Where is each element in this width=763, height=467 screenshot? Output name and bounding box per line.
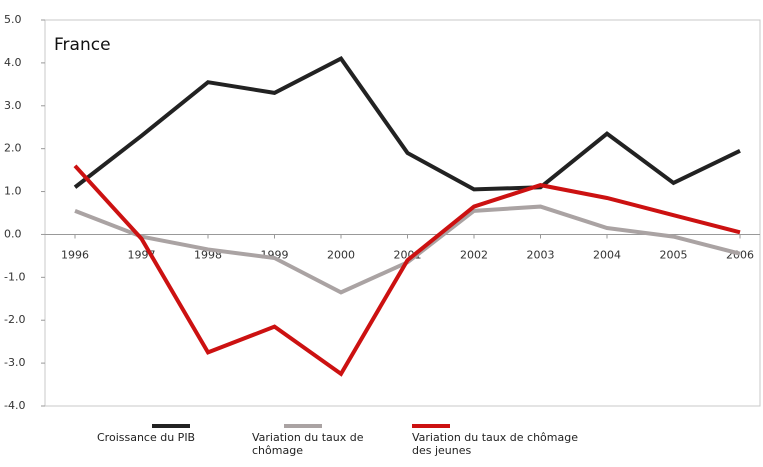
series-line [73, 164, 741, 377]
plot-frame [44, 19, 761, 407]
x-tick-label: 2002 [460, 248, 488, 261]
x-tick-label: 1996 [61, 248, 89, 261]
legend-item: Variation du taux de chômage des jeunes [412, 424, 592, 457]
legend-swatch [152, 424, 190, 428]
x-tick-label: 2003 [527, 248, 555, 261]
x-tick-label: 2004 [593, 248, 621, 261]
legend-item: Croissance du PIB [97, 424, 227, 444]
y-tick-label: 5.0 [4, 13, 22, 26]
y-tick-label: 2.0 [4, 142, 22, 155]
y-tick-label: 0.0 [4, 227, 22, 240]
y-tick-label: 1.0 [4, 185, 22, 198]
chart-title: France [54, 35, 111, 55]
legend-swatch [284, 424, 322, 428]
y-tick-label: -1.0 [4, 270, 25, 283]
legend-item: Variation du taux de chômage [252, 424, 372, 457]
legend-label: Variation du taux de chômage des jeunes [412, 431, 578, 457]
y-tick-label: 4.0 [4, 56, 22, 69]
x-tick-label: 2005 [660, 248, 688, 261]
legend-label: Variation du taux de chômage [252, 431, 364, 457]
legend-swatch [412, 424, 450, 428]
chart: France -4.0 -3.0 -2.0 -1.0 0.0 1.0 2.0 3.0 4.0 5.… [4, 13, 761, 412]
y-tick-label: 3.0 [4, 99, 22, 112]
x-tick-label: 2000 [327, 248, 355, 261]
series-line [73, 56, 741, 192]
y-tick-label: -3.0 [4, 356, 25, 369]
y-tick-label: -4.0 [4, 399, 25, 412]
legend-label: Croissance du PIB [97, 431, 196, 444]
y-tick-label: -2.0 [4, 313, 25, 326]
